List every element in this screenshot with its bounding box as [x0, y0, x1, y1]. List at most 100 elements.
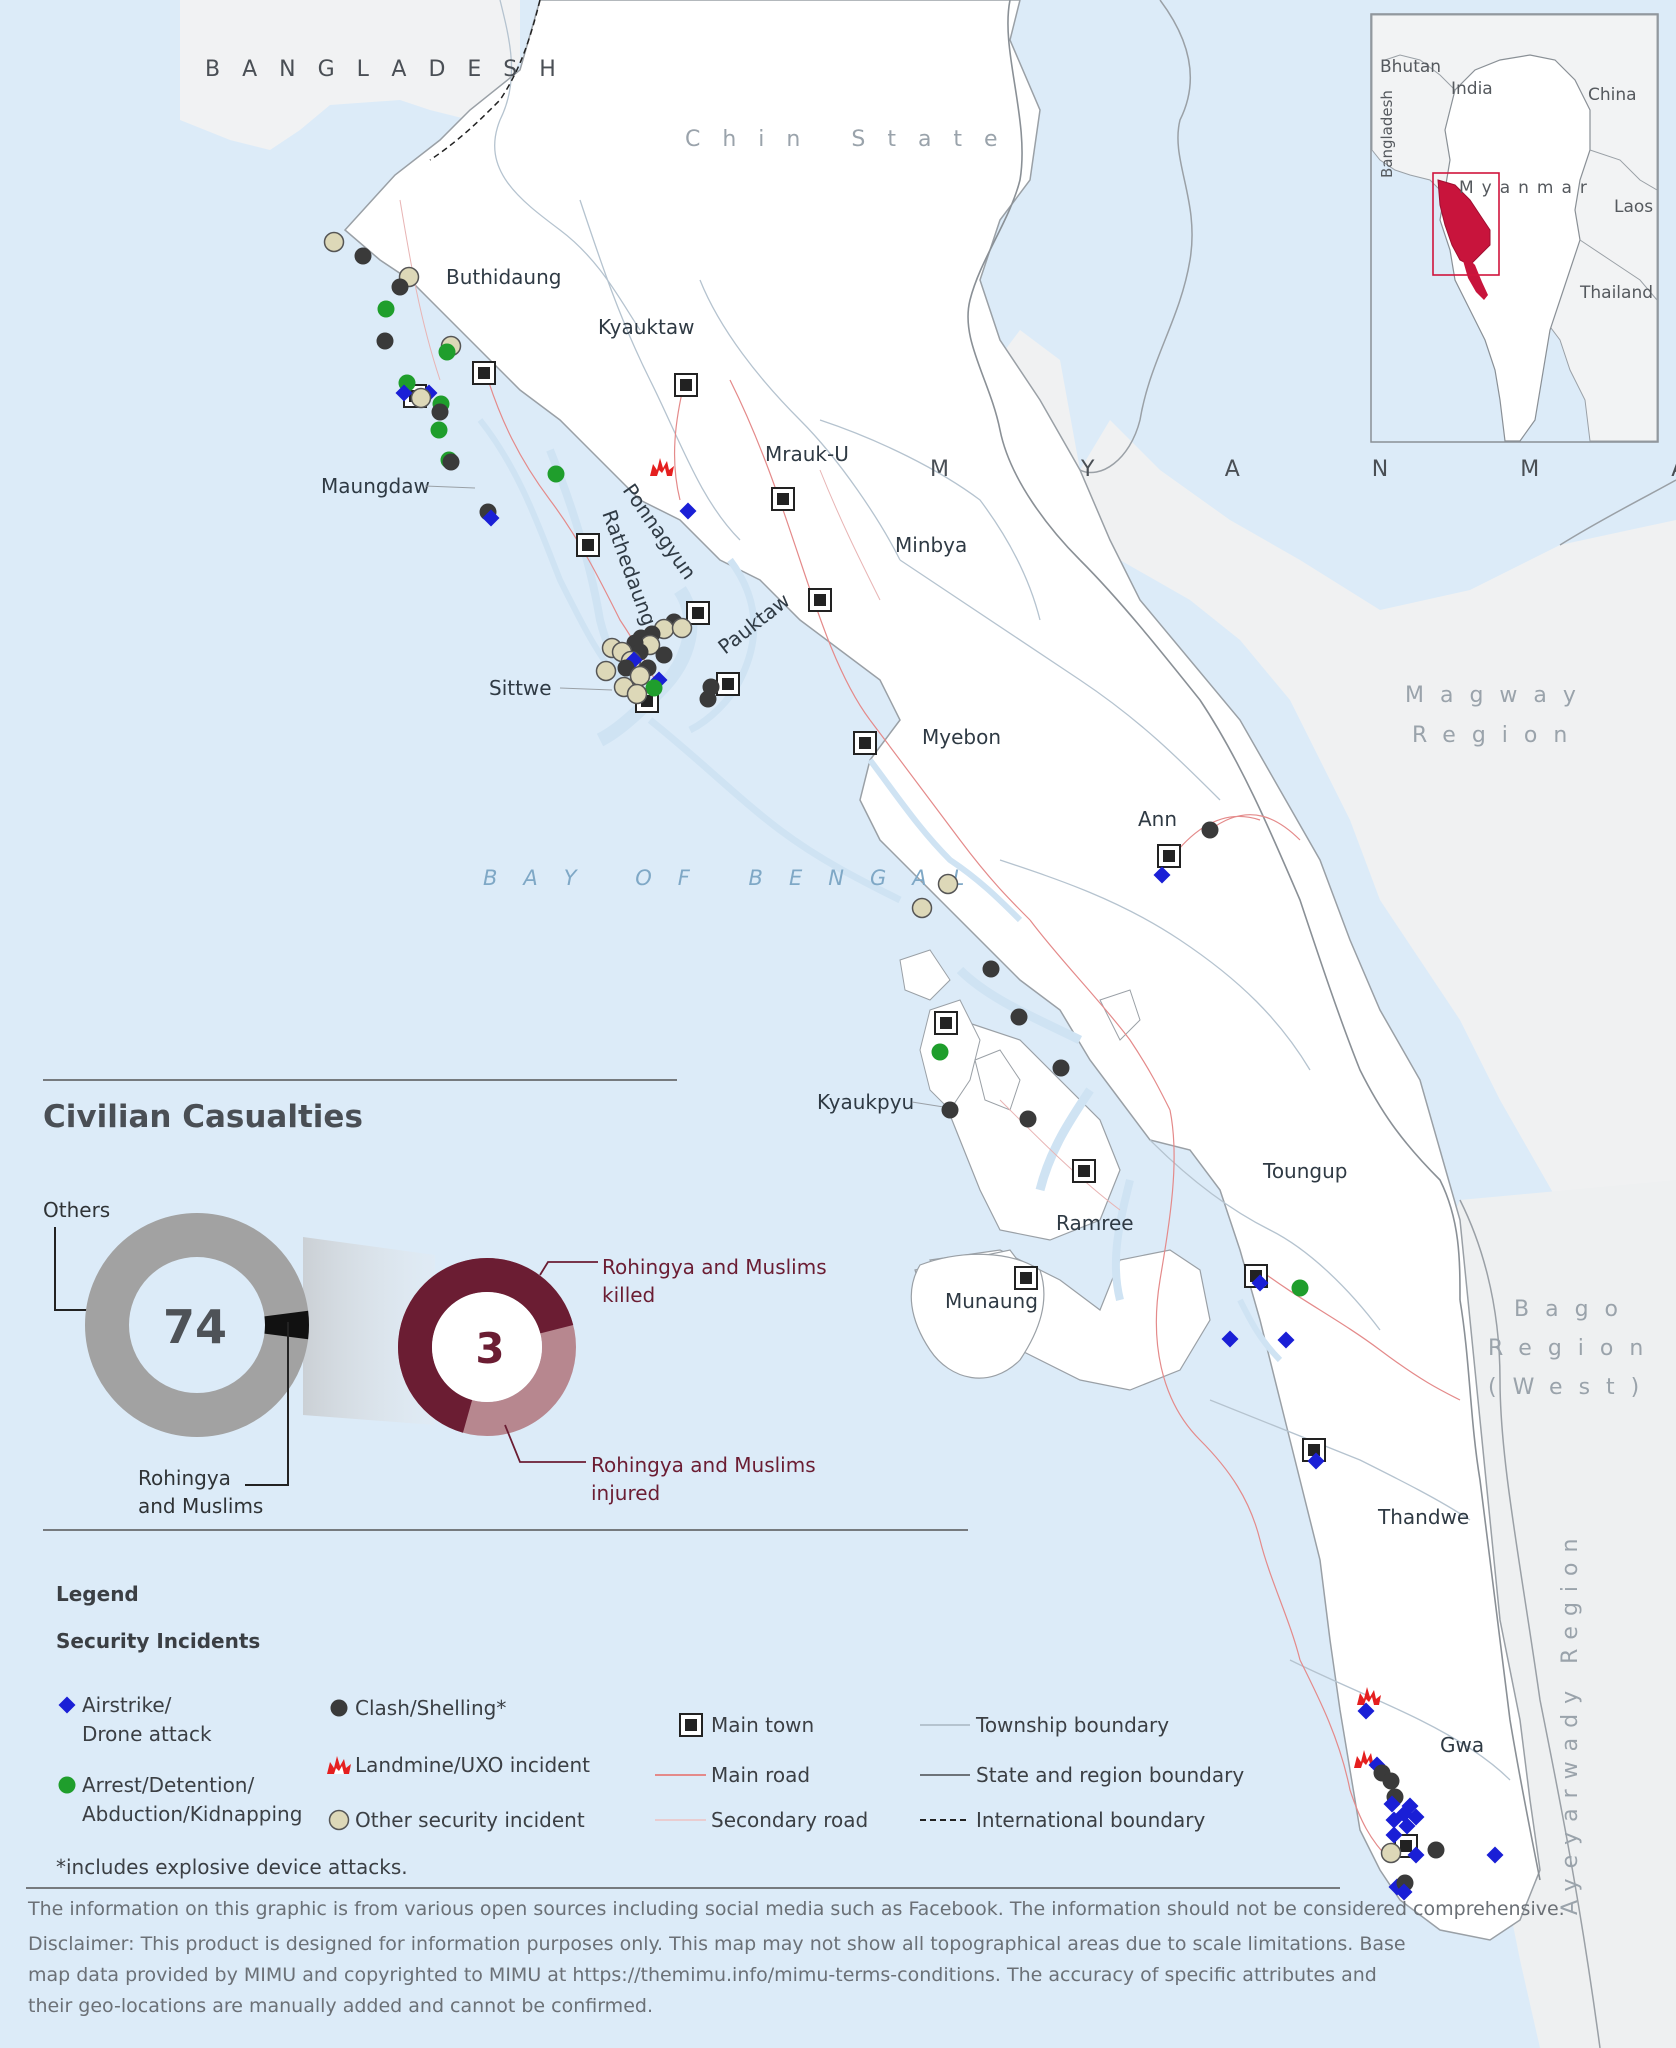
- rohingya-leader: [245, 1322, 289, 1486]
- casualties-title: Civilian Casualties: [43, 1099, 363, 1135]
- label-sittwe: Sittwe: [489, 676, 552, 700]
- town-marker: [1072, 1159, 1096, 1183]
- other-incident-marker: [629, 665, 651, 687]
- boundaries: [429, 0, 1541, 1881]
- casualties-panel: Civilian Casualties Others 74 Rohingya a…: [43, 1079, 968, 1531]
- clash-marker: [431, 403, 449, 421]
- other-incident-marker: [671, 617, 693, 639]
- inset-label-myanmar: Myanmar: [1459, 178, 1595, 198]
- legend-secondary-road: Secondary road: [711, 1808, 868, 1832]
- legend-airstrike-icon: [58, 1696, 76, 1714]
- others-leader: [54, 1227, 90, 1311]
- injured-label-1: Rohingya and Muslims: [591, 1453, 816, 1477]
- other-incident-marker: [1380, 1842, 1402, 1864]
- outer-total: 74: [163, 1300, 227, 1354]
- label-bago-2: Region: [1488, 1336, 1659, 1361]
- clash-marker: [1201, 821, 1219, 839]
- town-marker: [576, 533, 600, 557]
- clash-marker: [941, 1101, 959, 1119]
- killed-donut-slice: [398, 1258, 574, 1433]
- neighbor-land: [180, 0, 1676, 2048]
- clash-marker: [1052, 1059, 1070, 1077]
- clash-marker: [1427, 1841, 1445, 1859]
- legend-title: Legend: [56, 1582, 139, 1606]
- label-bay-of-bengal: BAY OF BENGAL: [483, 866, 990, 890]
- inset-label-bhutan: Bhutan: [1380, 57, 1441, 77]
- arrest-marker: [547, 465, 565, 483]
- arrest-marker: [645, 679, 663, 697]
- legend-landmine: Landmine/UXO incident: [355, 1753, 590, 1777]
- clash-marker: [391, 278, 409, 296]
- airstrike-marker: [1221, 1330, 1239, 1348]
- label-gwa: Gwa: [1440, 1733, 1484, 1757]
- legend-township-boundary: Township boundary: [975, 1713, 1169, 1737]
- town-marker: [1157, 844, 1181, 868]
- injured-leader: [504, 1424, 586, 1463]
- legend-town-icon: [679, 1713, 703, 1737]
- other-incident-marker: [911, 897, 933, 919]
- inset-label-india: India: [1451, 79, 1493, 99]
- rohingya-donut-slice: [264, 1310, 309, 1340]
- label-myanmar: MYANMAR: [930, 457, 1676, 482]
- legend-footnote: *includes explosive device attacks.: [56, 1855, 408, 1879]
- legend: Legend Security Incidents Airstrike/ Dro…: [26, 1582, 1340, 1889]
- legend-landmine-icon: [327, 1756, 351, 1774]
- label-ann: Ann: [1138, 807, 1177, 831]
- town-marker: [853, 731, 877, 755]
- label-munaung: Munaung: [945, 1289, 1038, 1313]
- footer: The information on this graphic is from …: [27, 1898, 1565, 2017]
- legend-arrest-1: Arrest/Detention/: [82, 1773, 254, 1797]
- legend-main-town: Main town: [711, 1713, 814, 1737]
- town-marker: [1014, 1266, 1038, 1290]
- label-magway-1: Magway: [1405, 683, 1592, 708]
- clash-marker: [354, 247, 372, 265]
- injured-label-2: injured: [591, 1481, 660, 1505]
- legend-airstrike-1: Airstrike/: [82, 1693, 172, 1717]
- zoom-connector: [303, 1237, 435, 1425]
- other-incident-marker: [595, 660, 617, 682]
- legend-airstrike-2: Drone attack: [82, 1722, 212, 1746]
- town-marker: [472, 361, 496, 385]
- footer-info: The information on this graphic is from …: [27, 1898, 1565, 1920]
- label-minbya: Minbya: [895, 533, 967, 557]
- inner-total: 3: [475, 1324, 504, 1373]
- inset-label-laos: Laos: [1614, 197, 1653, 217]
- clash-marker: [376, 332, 394, 350]
- town-marker: [808, 588, 832, 612]
- rohingya-label-1: Rohingya: [138, 1466, 231, 1490]
- rakhine-landmass: [343, 0, 1541, 1941]
- town-marker: [934, 1011, 958, 1035]
- label-ramree: Ramree: [1056, 1211, 1134, 1235]
- other-incident-marker: [937, 873, 959, 895]
- legend-arrest-icon: [58, 1776, 76, 1794]
- other-incident-marker: [626, 683, 648, 705]
- label-maungdaw: Maungdaw: [321, 474, 430, 498]
- town-marker: [771, 487, 795, 511]
- label-buthidaung: Buthidaung: [446, 265, 561, 289]
- label-kyaukpyu: Kyaukpyu: [817, 1090, 914, 1114]
- legend-other-icon: [328, 1809, 350, 1831]
- clash-marker: [1010, 1008, 1028, 1026]
- label-bago-3: (West): [1488, 1375, 1655, 1400]
- inset-label-thailand: Thailand: [1579, 283, 1653, 303]
- arrest-marker: [438, 343, 456, 361]
- inset-label-bangladesh: Bangladesh: [1378, 90, 1396, 178]
- legend-clash-icon: [330, 1699, 348, 1717]
- legend-subtitle: Security Incidents: [56, 1629, 260, 1653]
- clash-marker: [442, 453, 460, 471]
- label-chin-state: Chin State: [685, 127, 1020, 152]
- label-kyauktaw: Kyauktaw: [598, 315, 694, 339]
- label-bangladesh: BANGLADESH: [205, 57, 578, 82]
- clash-marker: [1019, 1110, 1037, 1128]
- killed-leader: [539, 1261, 598, 1276]
- clash-marker: [699, 690, 717, 708]
- arrest-marker: [377, 300, 395, 318]
- label-ayeyarwady: Ayeyarwady Region: [1558, 1529, 1583, 1915]
- footer-disclaimer-2: map data provided by MIMU and copyrighte…: [28, 1964, 1377, 1986]
- inset-label-china: China: [1588, 85, 1637, 105]
- other-incident-marker: [323, 231, 345, 253]
- legend-clash: Clash/Shelling*: [355, 1696, 506, 1720]
- rohingya-label-2: and Muslims: [138, 1494, 263, 1518]
